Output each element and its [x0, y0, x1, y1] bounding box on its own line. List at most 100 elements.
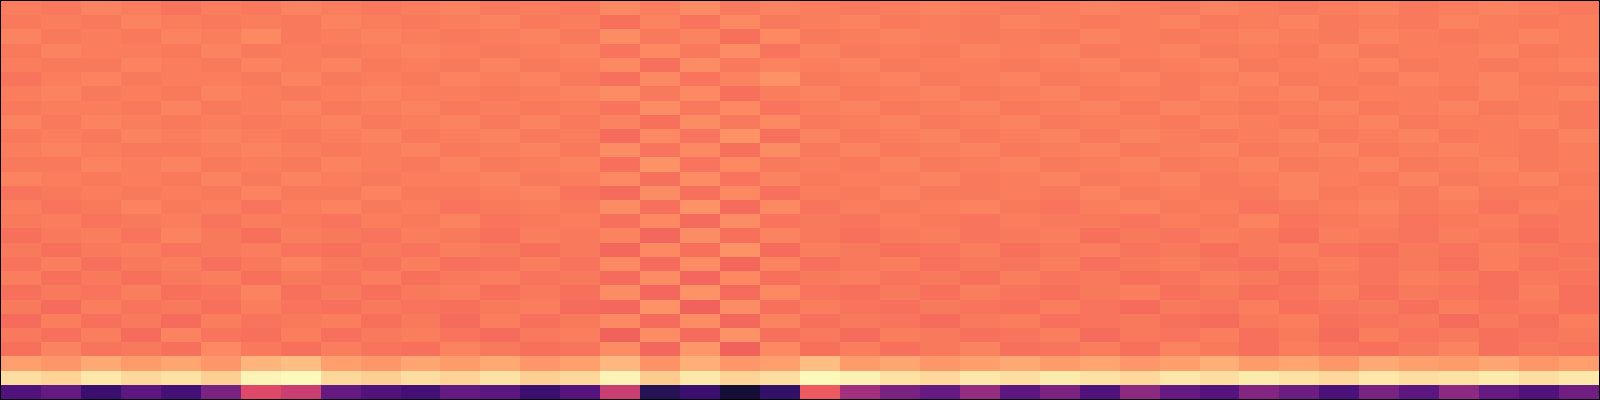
heatmap-cell: [840, 328, 881, 343]
heatmap-cell: [520, 172, 561, 187]
heatmap-cell: [1, 129, 42, 144]
heatmap-cell: [1439, 342, 1480, 357]
heatmap-cell: [840, 285, 881, 300]
heatmap-cell: [440, 129, 481, 144]
heatmap-cell: [1399, 115, 1440, 130]
heatmap-cell: [1120, 356, 1161, 371]
heatmap-cell: [480, 29, 521, 44]
heatmap-cell: [480, 385, 521, 399]
heatmap-cell: [281, 243, 322, 258]
heatmap-cell: [161, 15, 202, 30]
heatmap-cell: [1279, 29, 1320, 44]
heatmap-cell: [1, 143, 42, 158]
heatmap-cell: [121, 129, 162, 144]
heatmap-cell: [600, 300, 641, 315]
heatmap-cell: [81, 328, 122, 343]
heatmap-cell: [321, 172, 362, 187]
heatmap-cell: [640, 243, 681, 258]
heatmap-cell: [1080, 243, 1121, 258]
heatmap-cell: [960, 129, 1001, 144]
heatmap-cell: [321, 29, 362, 44]
heatmap-cell: [760, 186, 801, 201]
heatmap-cell: [560, 72, 601, 87]
heatmap-cell: [440, 200, 481, 215]
heatmap-cell: [1239, 200, 1280, 215]
heatmap-cell: [800, 314, 841, 329]
heatmap-cell: [960, 172, 1001, 187]
heatmap-cell: [1080, 257, 1121, 272]
heatmap-cell: [960, 271, 1001, 286]
heatmap-cell: [1000, 1, 1041, 16]
heatmap-cell: [81, 371, 122, 386]
heatmap-cell: [800, 115, 841, 130]
heatmap-cell: [480, 356, 521, 371]
heatmap-cell: [840, 44, 881, 59]
heatmap-cell: [1200, 200, 1241, 215]
heatmap-cell: [241, 29, 282, 44]
heatmap-cell: [1439, 300, 1480, 315]
heatmap-cell: [201, 172, 242, 187]
heatmap-cell: [81, 1, 122, 16]
heatmap-cell: [920, 271, 961, 286]
heatmap-cell: [1040, 15, 1081, 30]
heatmap-cell: [880, 129, 921, 144]
heatmap-cell: [1279, 200, 1320, 215]
heatmap-cell: [1000, 371, 1041, 386]
heatmap-cell: [560, 271, 601, 286]
heatmap-cell: [1040, 371, 1081, 386]
heatmap-cell: [680, 243, 721, 258]
heatmap-cell: [880, 58, 921, 73]
heatmap-cell: [600, 285, 641, 300]
heatmap-cell: [880, 243, 921, 258]
heatmap-cell: [201, 115, 242, 130]
heatmap-cell: [201, 342, 242, 357]
heatmap-cell: [321, 1, 362, 16]
heatmap-cell: [480, 172, 521, 187]
heatmap-cell: [560, 29, 601, 44]
heatmap-cell: [1399, 15, 1440, 30]
heatmap-cell: [1559, 285, 1599, 300]
heatmap-cell: [880, 101, 921, 116]
heatmap-cell: [1319, 371, 1360, 386]
heatmap-cell: [161, 143, 202, 158]
heatmap-cell: [1, 371, 42, 386]
heatmap-cell: [1000, 58, 1041, 73]
heatmap-cell: [1359, 172, 1400, 187]
heatmap-cell: [241, 342, 282, 357]
heatmap-cell: [1160, 129, 1201, 144]
heatmap-cell: [1120, 243, 1161, 258]
heatmap-cell: [920, 342, 961, 357]
heatmap-cell: [1160, 143, 1201, 158]
heatmap-cell: [161, 300, 202, 315]
heatmap-cell: [800, 143, 841, 158]
heatmap-cell: [401, 385, 442, 399]
heatmap-cell: [1239, 1, 1280, 16]
heatmap-cell: [760, 328, 801, 343]
heatmap-cell: [121, 15, 162, 30]
heatmap-cell: [680, 257, 721, 272]
heatmap-cell: [640, 186, 681, 201]
heatmap-cell: [480, 186, 521, 201]
heatmap-cell: [1120, 15, 1161, 30]
heatmap-cell: [401, 58, 442, 73]
heatmap-cell: [960, 86, 1001, 101]
heatmap-cell: [161, 385, 202, 399]
heatmap-cell: [800, 228, 841, 243]
heatmap-cell: [1200, 29, 1241, 44]
heatmap-cell: [1319, 200, 1360, 215]
heatmap-cell: [880, 385, 921, 399]
heatmap-cell: [1439, 243, 1480, 258]
heatmap-cell: [161, 356, 202, 371]
heatmap-cell: [1000, 285, 1041, 300]
heatmap-cell: [1559, 200, 1599, 215]
heatmap-cell: [1200, 257, 1241, 272]
heatmap-cell: [1479, 157, 1520, 172]
heatmap-cell: [440, 29, 481, 44]
heatmap-cell: [1279, 157, 1320, 172]
heatmap-cell: [1399, 328, 1440, 343]
heatmap-cell: [760, 200, 801, 215]
heatmap-cell: [321, 58, 362, 73]
heatmap-cell: [1319, 157, 1360, 172]
heatmap-cell: [880, 172, 921, 187]
heatmap-cell: [121, 101, 162, 116]
